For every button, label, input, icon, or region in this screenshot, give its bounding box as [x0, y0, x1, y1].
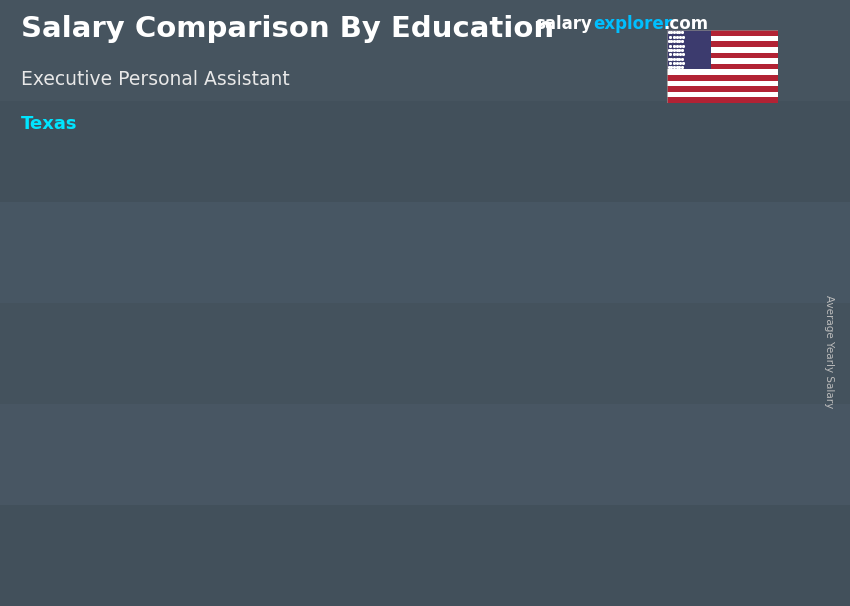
Polygon shape [88, 408, 239, 410]
Bar [0, 0, 850, 101]
Bar [667, 75, 778, 81]
Text: 45,800 USD: 45,800 USD [107, 381, 203, 396]
Bar [0, 303, 850, 404]
Bar [667, 58, 778, 64]
Text: 69,300 USD: 69,300 USD [354, 321, 450, 336]
Text: explorer: explorer [593, 15, 672, 33]
Polygon shape [581, 258, 732, 261]
Text: Bachelor's
Degree: Bachelor's Degree [615, 549, 697, 579]
Polygon shape [334, 350, 473, 527]
Bar [667, 30, 778, 36]
Bar [667, 64, 778, 70]
Bar [0, 505, 850, 606]
Text: 104,000 USD: 104,000 USD [595, 232, 701, 247]
Bar [667, 98, 778, 103]
Bar [667, 47, 778, 53]
Text: Texas: Texas [21, 115, 77, 133]
Text: Executive Personal Assistant: Executive Personal Assistant [21, 70, 290, 88]
Text: +50%: +50% [484, 191, 570, 217]
Bar [0, 404, 850, 505]
Polygon shape [88, 410, 227, 527]
Text: Salary Comparison By Education: Salary Comparison By Education [21, 15, 554, 43]
Text: Certificate or
Diploma: Certificate or Diploma [358, 549, 462, 579]
Bar [667, 92, 778, 98]
Bar [0, 202, 850, 303]
Bar [667, 36, 778, 41]
Polygon shape [720, 258, 732, 527]
Text: Average Yearly Salary: Average Yearly Salary [824, 295, 834, 408]
Text: salary: salary [536, 15, 592, 33]
Text: .com: .com [663, 15, 708, 33]
Bar [667, 86, 778, 92]
Polygon shape [334, 348, 485, 350]
Bar [667, 70, 778, 75]
Polygon shape [227, 408, 239, 527]
Bar [0, 101, 850, 202]
Bar [667, 53, 778, 58]
Text: High School: High School [116, 549, 209, 563]
Bar [667, 41, 778, 47]
Bar [667, 81, 778, 86]
Bar [667, 30, 711, 70]
Text: +51%: +51% [238, 280, 323, 306]
Polygon shape [473, 348, 485, 527]
Polygon shape [581, 261, 720, 527]
